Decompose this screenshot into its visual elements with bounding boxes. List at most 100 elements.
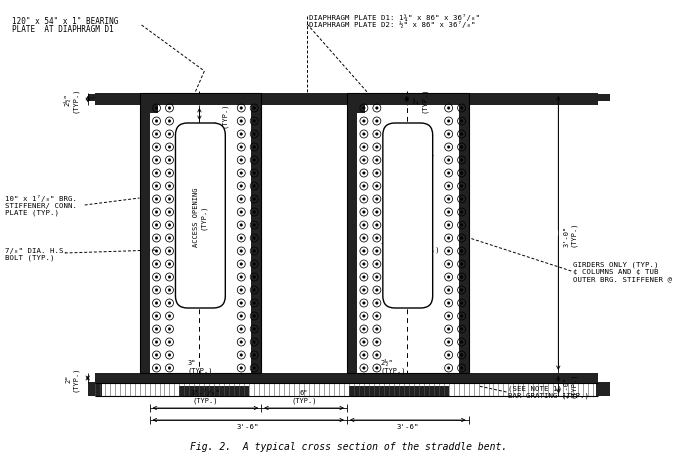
Circle shape [460, 198, 463, 201]
Circle shape [168, 211, 171, 214]
Circle shape [168, 146, 171, 149]
Circle shape [240, 315, 243, 318]
Circle shape [447, 159, 450, 162]
Circle shape [460, 172, 463, 175]
Circle shape [447, 276, 450, 279]
Circle shape [155, 250, 158, 253]
Bar [349, 386, 449, 396]
Circle shape [363, 341, 365, 344]
Circle shape [447, 367, 450, 369]
Circle shape [168, 315, 171, 318]
Circle shape [168, 185, 171, 188]
Circle shape [253, 159, 256, 162]
Circle shape [447, 263, 450, 266]
Circle shape [240, 224, 243, 227]
Circle shape [363, 211, 365, 214]
Circle shape [447, 328, 450, 331]
Circle shape [375, 263, 378, 266]
Circle shape [363, 276, 365, 279]
Circle shape [155, 289, 158, 292]
Circle shape [375, 328, 378, 331]
Circle shape [240, 146, 243, 149]
Circle shape [375, 185, 378, 188]
Bar [461, 96, 468, 114]
Circle shape [155, 302, 158, 305]
Circle shape [155, 224, 158, 227]
Circle shape [460, 315, 463, 318]
Bar [139, 94, 150, 373]
Circle shape [155, 237, 158, 240]
Circle shape [375, 341, 378, 344]
Bar [251, 94, 261, 373]
Text: 1'-6"
(TYP.): 1'-6" (TYP.) [395, 134, 421, 148]
Bar [347, 94, 357, 373]
Text: 2"
(TYP.): 2" (TYP.) [414, 87, 428, 113]
Circle shape [155, 146, 158, 149]
Circle shape [168, 237, 171, 240]
Text: DIAPHRAGM PLATE D2: ½" x 86" x 36⁷/₈": DIAPHRAGM PLATE D2: ½" x 86" x 36⁷/₈" [309, 21, 475, 28]
Circle shape [447, 354, 450, 357]
Circle shape [168, 224, 171, 227]
Circle shape [447, 224, 450, 227]
Circle shape [155, 328, 158, 331]
Circle shape [447, 237, 450, 240]
Circle shape [240, 133, 243, 136]
Circle shape [460, 133, 463, 136]
Circle shape [363, 302, 365, 305]
Circle shape [240, 211, 243, 214]
Circle shape [375, 198, 378, 201]
Circle shape [253, 237, 256, 240]
Circle shape [240, 185, 243, 188]
Circle shape [168, 159, 171, 162]
Text: R=4"
(TYP.): R=4" (TYP.) [404, 197, 429, 210]
Circle shape [375, 354, 378, 357]
Circle shape [375, 315, 378, 318]
Circle shape [168, 120, 171, 123]
Text: 3'-6": 3'-6" [237, 423, 260, 429]
Circle shape [155, 159, 158, 162]
Circle shape [375, 120, 378, 123]
Circle shape [460, 224, 463, 227]
Circle shape [253, 250, 256, 253]
Text: 3'-0"
(TYP.): 3'-0" (TYP.) [564, 221, 577, 246]
Circle shape [253, 107, 256, 110]
Circle shape [460, 354, 463, 357]
Circle shape [447, 315, 450, 318]
Circle shape [447, 302, 450, 305]
FancyBboxPatch shape [383, 124, 433, 308]
Text: 3"
(TYP.): 3" (TYP.) [214, 102, 228, 127]
Bar [88, 382, 102, 396]
Circle shape [253, 341, 256, 344]
Circle shape [375, 107, 378, 110]
Circle shape [460, 250, 463, 253]
Circle shape [240, 289, 243, 292]
Circle shape [168, 107, 171, 110]
Circle shape [447, 146, 450, 149]
Circle shape [447, 107, 450, 110]
FancyBboxPatch shape [176, 124, 225, 308]
Circle shape [168, 276, 171, 279]
Circle shape [375, 237, 378, 240]
Bar [357, 96, 365, 114]
Circle shape [375, 289, 378, 292]
Text: ¢ COLUMNS AND ¢ TUB: ¢ COLUMNS AND ¢ TUB [573, 269, 659, 275]
Circle shape [447, 133, 450, 136]
Circle shape [447, 250, 450, 253]
Circle shape [253, 224, 256, 227]
Circle shape [363, 146, 365, 149]
Bar [94, 373, 598, 383]
Bar [596, 95, 610, 102]
Circle shape [375, 367, 378, 369]
Text: STIFFENER/ CONN.: STIFFENER/ CONN. [5, 203, 77, 208]
Circle shape [253, 328, 256, 331]
Circle shape [155, 185, 158, 188]
Circle shape [447, 289, 450, 292]
Circle shape [460, 211, 463, 214]
Circle shape [253, 263, 256, 266]
Circle shape [375, 276, 378, 279]
Circle shape [363, 328, 365, 331]
Circle shape [253, 289, 256, 292]
Bar [139, 94, 261, 373]
Circle shape [375, 146, 378, 149]
Circle shape [253, 354, 256, 357]
